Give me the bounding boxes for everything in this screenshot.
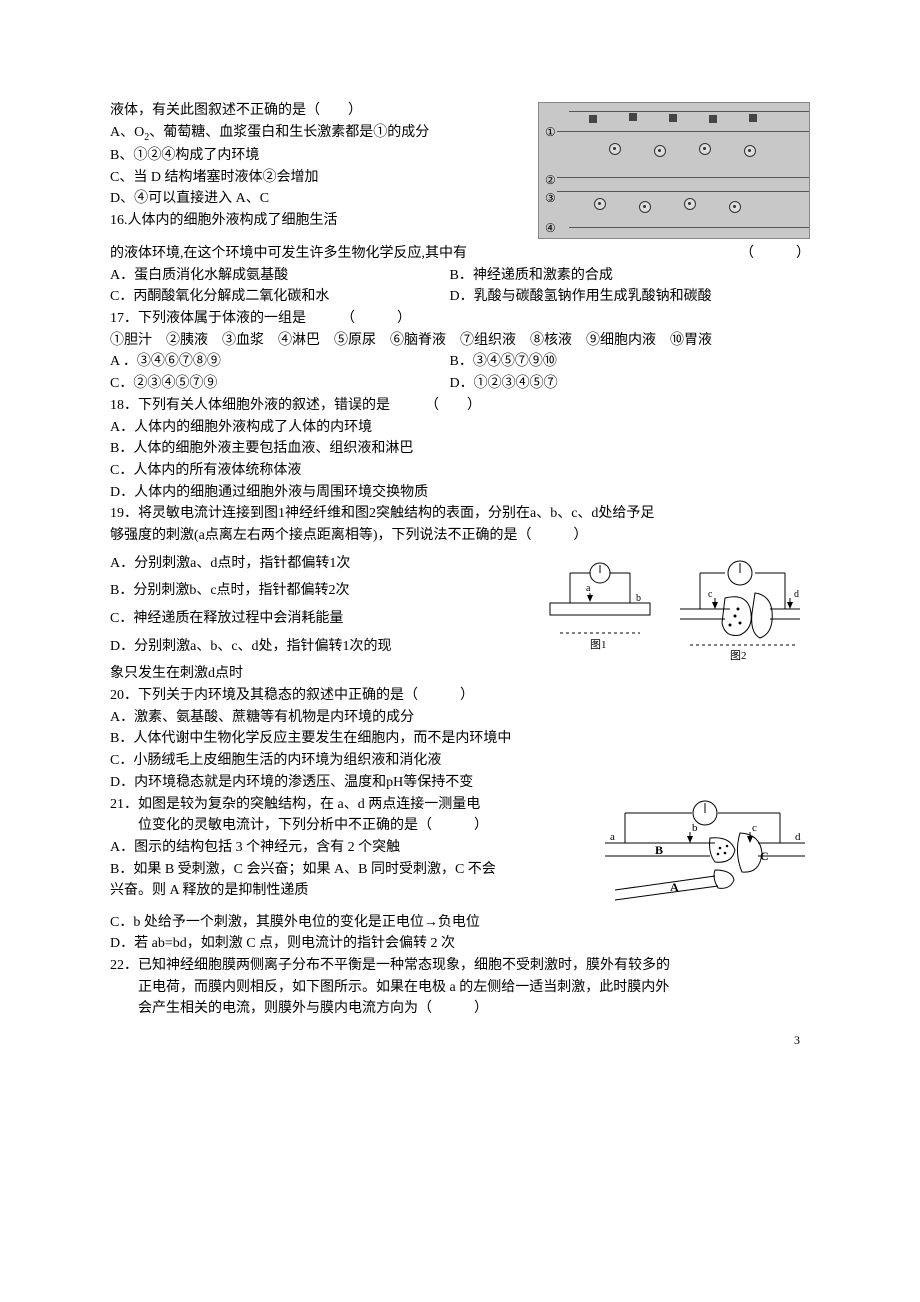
q16-optsAB: A．蛋白质消化水解成氨基酸 B．神经递质和激素的合成: [110, 265, 810, 287]
q21-mark-d: d: [795, 831, 801, 843]
q18-optD: D．人体内的细胞通过细胞外液与周围环境交换物质: [110, 482, 810, 504]
q19-stem1: 19．将灵敏电流计连接到图1神经纤维和图2突触结构的表面，分别在a、b、c、d处…: [110, 503, 810, 525]
q18-optA: A．人体内的细胞外液构成了人体的内环境: [110, 417, 810, 439]
q17-list: ①胆汁 ②胰液 ③血浆 ④淋巴 ⑤原尿 ⑥脑脊液 ⑦组织液 ⑧核液 ⑨细胞内液 …: [110, 330, 810, 352]
q17-optsAB: A ．③④⑥⑦⑧⑨ B．③④⑤⑦⑨⑩: [110, 351, 810, 373]
q21-mark-c: c: [752, 822, 757, 834]
q21-mark-a: a: [610, 831, 615, 843]
q16-optB: B．神经递质和激素的合成: [450, 265, 786, 287]
q20-optA: A．激素、氨基酸、蔗糖等有机物是内环境的成分: [110, 707, 810, 729]
q19-mark-b: b: [636, 593, 641, 604]
q19-mark-c: c: [708, 589, 713, 600]
q22-stem3: 会产生相关的电流，则膜外与膜内电流方向为（ ）: [110, 998, 810, 1020]
q22-stem1: 22．已知神经细胞膜两侧离子分布不平衡是一种常态现象，细胞不受刺激时，膜外有较多…: [110, 955, 810, 977]
q21-optD: D．若 ab=bd，如刺激 C 点，则电流计的指针会偏转 2 次: [110, 933, 810, 955]
q17-optC: C．②③④⑤⑦⑨: [110, 373, 446, 395]
q15-fig-label-2: ②: [545, 171, 556, 190]
q21-mark-b: b: [692, 822, 698, 834]
q15-optA-pre: A、O: [110, 125, 144, 140]
q16-optA: A．蛋白质消化水解成氨基酸: [110, 265, 446, 287]
q17-stem: 17．下列液体属于体液的一组是 （ ）: [110, 308, 810, 330]
q20-stem: 20．下列关于内环境及其稳态的叙述中正确的是（ ）: [110, 685, 810, 707]
q19-fig-label2: 图2: [730, 649, 747, 662]
q19-mark-a: a: [586, 583, 591, 594]
q20-optB: B．人体代谢中生物化学反应主要发生在细胞内，而不是内环境中: [110, 728, 810, 750]
q18-optC: C．人体内的所有液体统称体液: [110, 460, 810, 482]
q18-optB: B．人体的细胞外液主要包括血液、组织液和淋巴: [110, 438, 810, 460]
q15-fig-label-1: ①: [545, 123, 556, 142]
q17-optA: A ．③④⑥⑦⑧⑨: [110, 351, 446, 373]
q22-stem2: 正电荷，而膜内则相反，如下图所示。如果在电极 a 的左侧给一适当刺激，此时膜内外: [110, 977, 810, 999]
q16-blank: （ ）: [740, 243, 810, 265]
q15-fig-label-4: ④: [545, 219, 556, 238]
q19-fig-label1: 图1: [590, 638, 607, 651]
q21-optC: C．b 处给予一个刺激，其膜外电位的变化是正电位→负电位: [110, 912, 810, 934]
q16-optsCD: C．丙酮酸氧化分解成二氧化碳和水 D．乳酸与碳酸氢钠作用生成乳酸钠和碳酸: [110, 286, 810, 308]
q17-optsCD: C．②③④⑤⑦⑨ D．①②③④⑤⑦: [110, 373, 810, 395]
q18-stem: 18．下列有关人体细胞外液的叙述，错误的是 （ ）: [110, 395, 810, 417]
q21-mark-A: A: [670, 880, 679, 894]
q15-figure: ① ② ③ ④ A B C D: [538, 102, 810, 239]
q21-mark-B: B: [655, 843, 663, 857]
q20-optC: C．小肠绒毛上皮细胞生活的内环境为组织液和消化液: [110, 750, 810, 772]
q16-optD: D．乳酸与碳酸氢钠作用生成乳酸钠和碳酸: [450, 286, 786, 308]
page-number: 3: [794, 1031, 800, 1050]
q20-optD: D．内环境稳态就是内环境的渗透压、温度和pH等保持不变: [110, 772, 810, 794]
q17-optD: D．①②③④⑤⑦: [450, 373, 786, 395]
q21-figure: a b c d B C A: [600, 798, 810, 908]
q16-optC: C．丙酮酸氧化分解成二氧化碳和水: [110, 286, 446, 308]
q17-optB: B．③④⑤⑦⑨⑩: [450, 351, 786, 373]
q15-fig-label-3: ③: [545, 189, 556, 208]
q19-optD2: 象只发生在刺激d点时: [110, 663, 810, 685]
q19-stem2: 够强度的刺激(a点离左右两个接点距离相等)，下列说法不正确的是（ ）: [110, 525, 810, 547]
q21-mark-C: C: [760, 849, 769, 863]
q15-optA-post: 、葡萄糖、血浆蛋白和生长激素都是①的成分: [149, 125, 429, 140]
q16-stem2: 的液体环境,在这个环境中可发生许多生物化学反应,其中有 （ ）: [110, 243, 810, 265]
q19-figure: a b 图1: [530, 553, 810, 663]
q19-mark-d: d: [794, 589, 799, 600]
